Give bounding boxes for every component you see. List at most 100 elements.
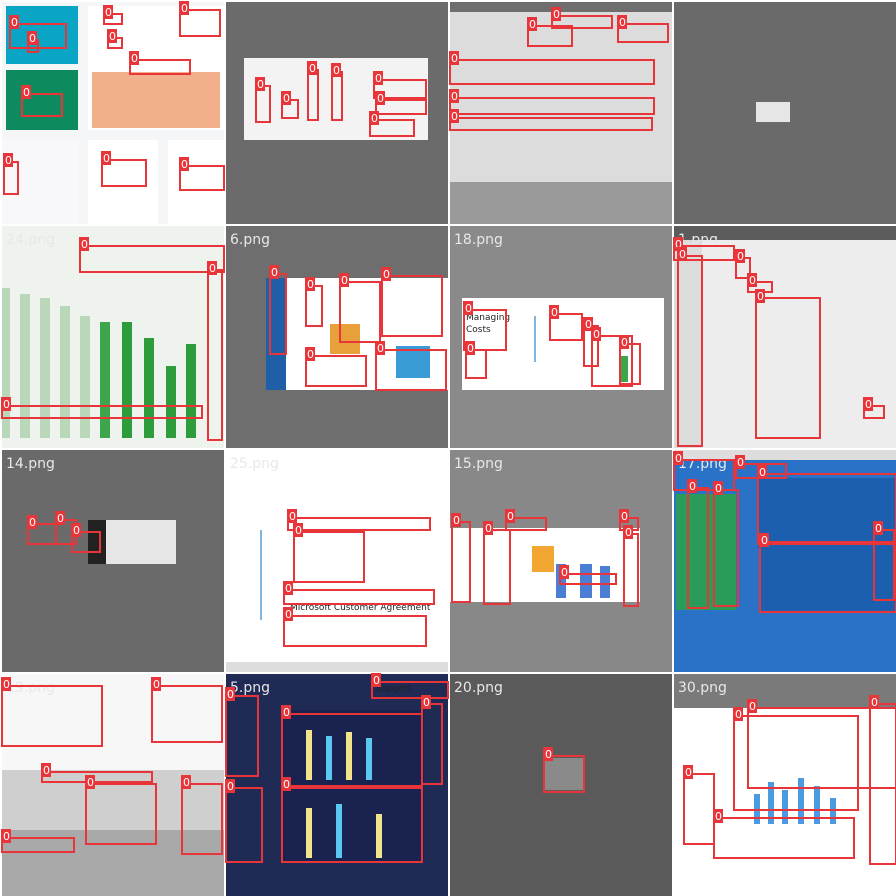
detection-tag	[9, 15, 19, 29]
detection-tag	[1, 829, 11, 843]
screenshot-region	[88, 520, 106, 564]
detection-tag	[371, 673, 381, 687]
detection-class: 0	[507, 510, 514, 523]
detection-tag	[619, 509, 629, 523]
detection-tag	[79, 237, 89, 251]
detection-class: 0	[333, 64, 340, 77]
detection-class: 0	[131, 52, 138, 65]
detection-tag	[733, 707, 743, 721]
detection-box	[483, 529, 511, 605]
detection-box	[465, 349, 487, 379]
screenshot-region	[674, 240, 896, 448]
detection-class: 0	[735, 708, 742, 721]
detection-class: 0	[257, 78, 264, 91]
tile: 0 0 0 0 0 0 0	[226, 2, 448, 224]
detection-box	[757, 473, 896, 545]
detection-tag	[583, 317, 593, 331]
detection-tag	[225, 687, 235, 701]
detection-box	[375, 349, 447, 391]
tile: 6.png 0 0 0 0 0 0	[226, 226, 448, 448]
detection-class: 0	[29, 516, 36, 529]
detection-class: 0	[675, 452, 682, 465]
detection-tag	[449, 89, 459, 103]
tile-filename: 14.png	[6, 456, 55, 472]
detection-class: 0	[271, 266, 278, 279]
detection-class: 0	[625, 526, 632, 539]
detection-class: 0	[675, 238, 682, 251]
detection-class: 0	[29, 32, 36, 45]
screenshot-region	[396, 346, 430, 378]
screenshot-region	[282, 786, 424, 862]
detection-tag	[591, 327, 601, 341]
screenshot-region	[60, 306, 70, 438]
detection-tag	[27, 31, 37, 45]
screenshot-region	[260, 530, 262, 620]
detection-class: 0	[485, 522, 492, 535]
detection-tag	[869, 695, 879, 709]
detection-class: 0	[181, 158, 188, 171]
detection-tag	[617, 15, 627, 29]
screen-text: Support	[376, 684, 412, 694]
detection-tag	[331, 63, 341, 77]
screenshot-region	[168, 140, 224, 224]
detection-tag	[463, 301, 473, 315]
detection-class: 0	[593, 328, 600, 341]
tile-filename: 17.png	[678, 456, 727, 472]
screenshot-region	[2, 288, 10, 438]
screenshot-region	[814, 786, 820, 824]
tile-filename: 20.png	[454, 680, 503, 696]
detection-class: 0	[715, 482, 722, 495]
detection-class: 0	[11, 16, 18, 29]
screenshot-region	[758, 478, 896, 548]
detection-box	[305, 355, 367, 387]
detection-box	[505, 517, 547, 531]
detection-class: 0	[81, 238, 88, 251]
detection-box	[179, 9, 221, 37]
detection-tag	[373, 71, 383, 85]
detection-box	[283, 615, 427, 647]
detection-tag	[687, 479, 697, 493]
detection-box	[677, 255, 703, 447]
detection-class: 0	[103, 152, 110, 165]
tile-filename: 15.png	[454, 456, 503, 472]
screenshot-region	[2, 674, 224, 770]
tile	[674, 2, 896, 224]
screenshot-region	[306, 808, 312, 858]
detection-box	[371, 681, 449, 699]
detection-box	[339, 281, 381, 343]
detection-tag	[225, 779, 235, 793]
screenshot-region	[366, 738, 372, 780]
detection-box	[759, 541, 896, 613]
detection-class: 0	[209, 262, 216, 275]
detection-class: 0	[423, 696, 430, 709]
screenshot-region	[144, 338, 154, 438]
detection-box	[225, 787, 263, 863]
detection-tag	[465, 341, 475, 355]
detection-tag	[3, 153, 13, 167]
screenshot-region	[544, 758, 584, 790]
detection-tag	[551, 7, 561, 21]
detection-box	[181, 783, 223, 855]
detection-tag	[255, 77, 265, 91]
detection-class: 0	[3, 398, 10, 411]
screenshot-region	[346, 732, 352, 780]
detection-box	[21, 93, 63, 117]
tile-filename: 1.png	[678, 232, 718, 248]
screenshot-region	[330, 324, 360, 354]
detection-box	[225, 695, 259, 777]
detection-tag	[375, 341, 385, 355]
detection-class: 0	[585, 318, 592, 331]
detection-tag	[755, 289, 765, 303]
detection-box	[373, 79, 427, 99]
detection-class: 0	[551, 306, 558, 319]
detection-class: 0	[43, 764, 50, 777]
detection-class: 0	[23, 86, 30, 99]
detection-tag	[101, 151, 111, 165]
detection-box	[287, 517, 431, 531]
tile-filename: 24.png	[6, 232, 55, 248]
detection-box	[527, 25, 573, 47]
detection-tag	[505, 509, 515, 523]
detection-class: 0	[761, 534, 768, 547]
detection-tag	[673, 451, 683, 465]
